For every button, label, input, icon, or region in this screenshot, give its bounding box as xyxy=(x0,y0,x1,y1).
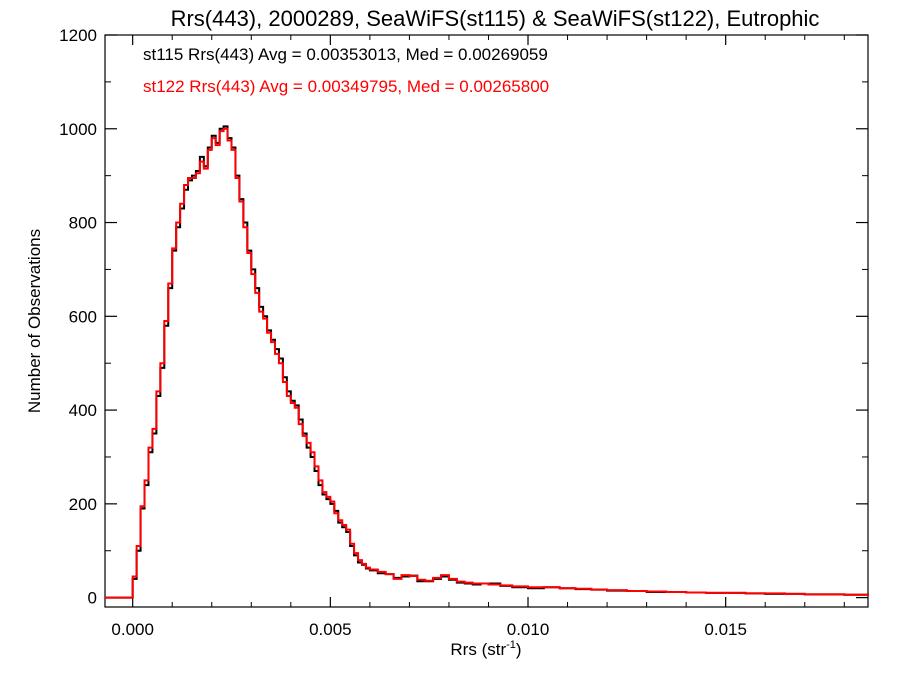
series-layer xyxy=(105,125,869,599)
y-tick-label: 1000 xyxy=(59,120,97,139)
x-axis-label-end: ) xyxy=(516,640,522,659)
y-tick-label: 200 xyxy=(69,495,97,514)
x-tick-label: 0.010 xyxy=(507,620,550,639)
y-axis-label: Number of Observations xyxy=(25,229,44,413)
series-line-st115 xyxy=(105,125,869,599)
annotation-st115: st115 Rrs(443) Avg = 0.00353013, Med = 0… xyxy=(143,45,548,64)
x-axis: 0.000 0.005 0.010 0.015 xyxy=(111,35,845,639)
y-axis: 0 200 400 600 800 1000 1200 xyxy=(59,26,868,608)
x-tick-label: 0.000 xyxy=(111,620,154,639)
y-tick-label: 800 xyxy=(69,214,97,233)
chart-title: Rrs(443), 2000289, SeaWiFS(st115) & SeaW… xyxy=(171,6,820,31)
series-line-st122 xyxy=(105,127,869,599)
y-tick-label: 1200 xyxy=(59,26,97,45)
x-axis-label: Rrs (str-1) xyxy=(450,639,521,659)
plot-frame xyxy=(104,34,869,608)
y-tick-label: 600 xyxy=(69,307,97,326)
y-tick-label: 400 xyxy=(69,401,97,420)
plot-area: 0.000 0.005 0.010 0.015 0 200 400 600 800 1000 12… xyxy=(59,26,869,639)
x-tick-label: 0.015 xyxy=(704,620,747,639)
y-tick-label: 0 xyxy=(88,589,97,608)
annotation-st122: st122 Rrs(443) Avg = 0.00349795, Med = 0… xyxy=(143,77,549,96)
x-axis-label-superscript: -1 xyxy=(506,639,516,651)
x-axis-label-main: Rrs (str xyxy=(450,640,506,659)
x-tick-label: 0.005 xyxy=(309,620,352,639)
